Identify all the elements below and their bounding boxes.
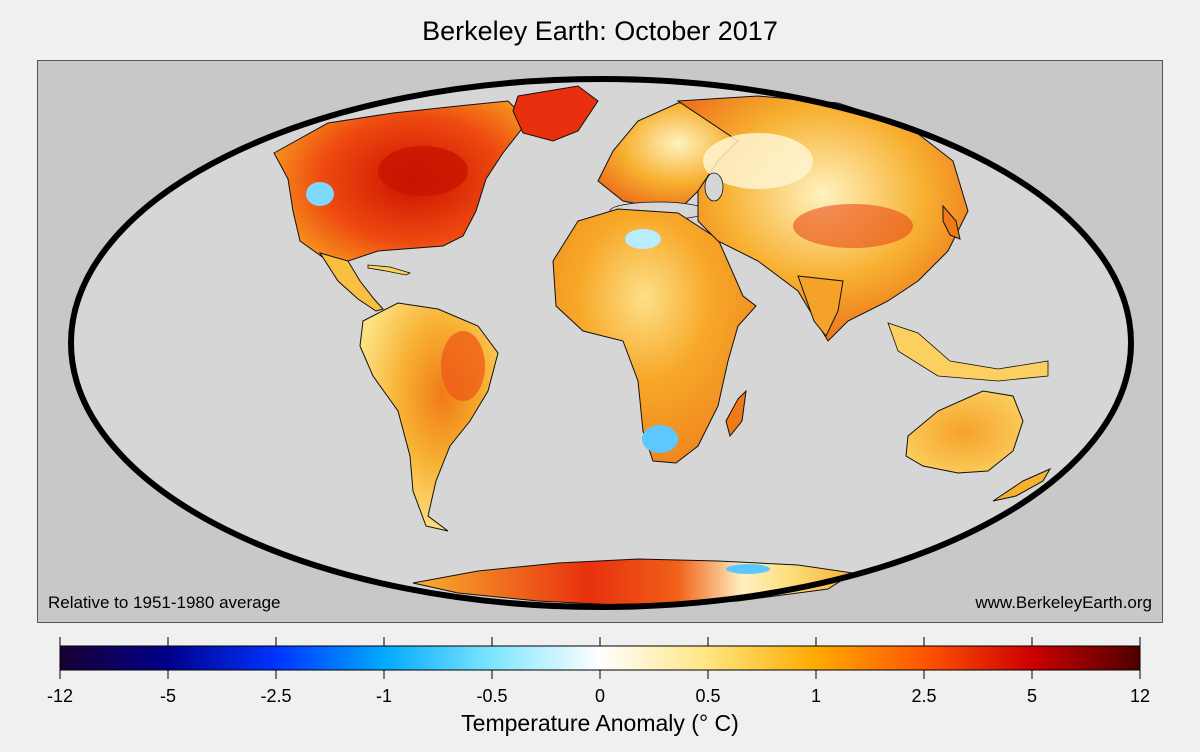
map-title: Berkeley Earth: October 2017 [422,16,778,46]
siberia-mild-region [703,133,813,189]
canada-warm-core [378,146,468,196]
colorbar: -12 -5 -2.5 -1 -0.5 0 0.5 1 2.5 5 12 Temperature A… [0,632,1200,752]
baseline-note: Relative to 1951-1980 average [48,593,281,612]
website-note: www.BerkeleyEarth.org [975,593,1152,612]
world-map [68,76,1134,610]
india [797,275,844,337]
colorbar-axis-label: Temperature Anomaly (° C) [461,710,739,736]
ocean [71,79,1131,607]
us-west-cool-anomaly [306,182,334,206]
antarctica-cool-anomaly [726,564,770,574]
central-america [318,252,384,312]
colorbar-tick-label: -2.5 [260,686,292,706]
colorbar-tick-label: 0 [594,686,606,706]
greenland [512,85,599,142]
japan [942,204,961,240]
australia [905,390,1024,474]
new-zealand [992,467,1052,502]
colorbar-graphic [59,637,1141,679]
projection-outline [68,76,1134,610]
colorbar-tick-label: -1 [375,686,393,706]
africa [552,208,757,464]
colorbar-tick-label: -5 [159,686,177,706]
southeast-asia-islands [887,322,1049,382]
brazil-warm-core [441,331,485,401]
colorbar-tick-label: -12 [46,686,74,706]
sahara-cool-anomaly [625,229,661,249]
map-panel: Relative to 1951-1980 average www.Berkel… [37,60,1163,623]
asia-warm-band [793,204,913,248]
south-africa-cool-anomaly [642,425,678,453]
colorbar-gradient [59,645,1141,671]
colorbar-ticks [59,637,1141,679]
colorbar-tick-label: -0.5 [476,686,508,706]
madagascar [725,389,747,438]
caribbean-islands [367,264,412,276]
colorbar-tick-label: 1 [810,686,822,706]
colorbar-tick-label: 2.5 [911,686,937,706]
caspian-sea [704,172,724,202]
colorbar-tick-label: 5 [1026,686,1038,706]
colorbar-tick-label: 0.5 [695,686,721,706]
colorbar-tick-label: 12 [1129,686,1151,706]
